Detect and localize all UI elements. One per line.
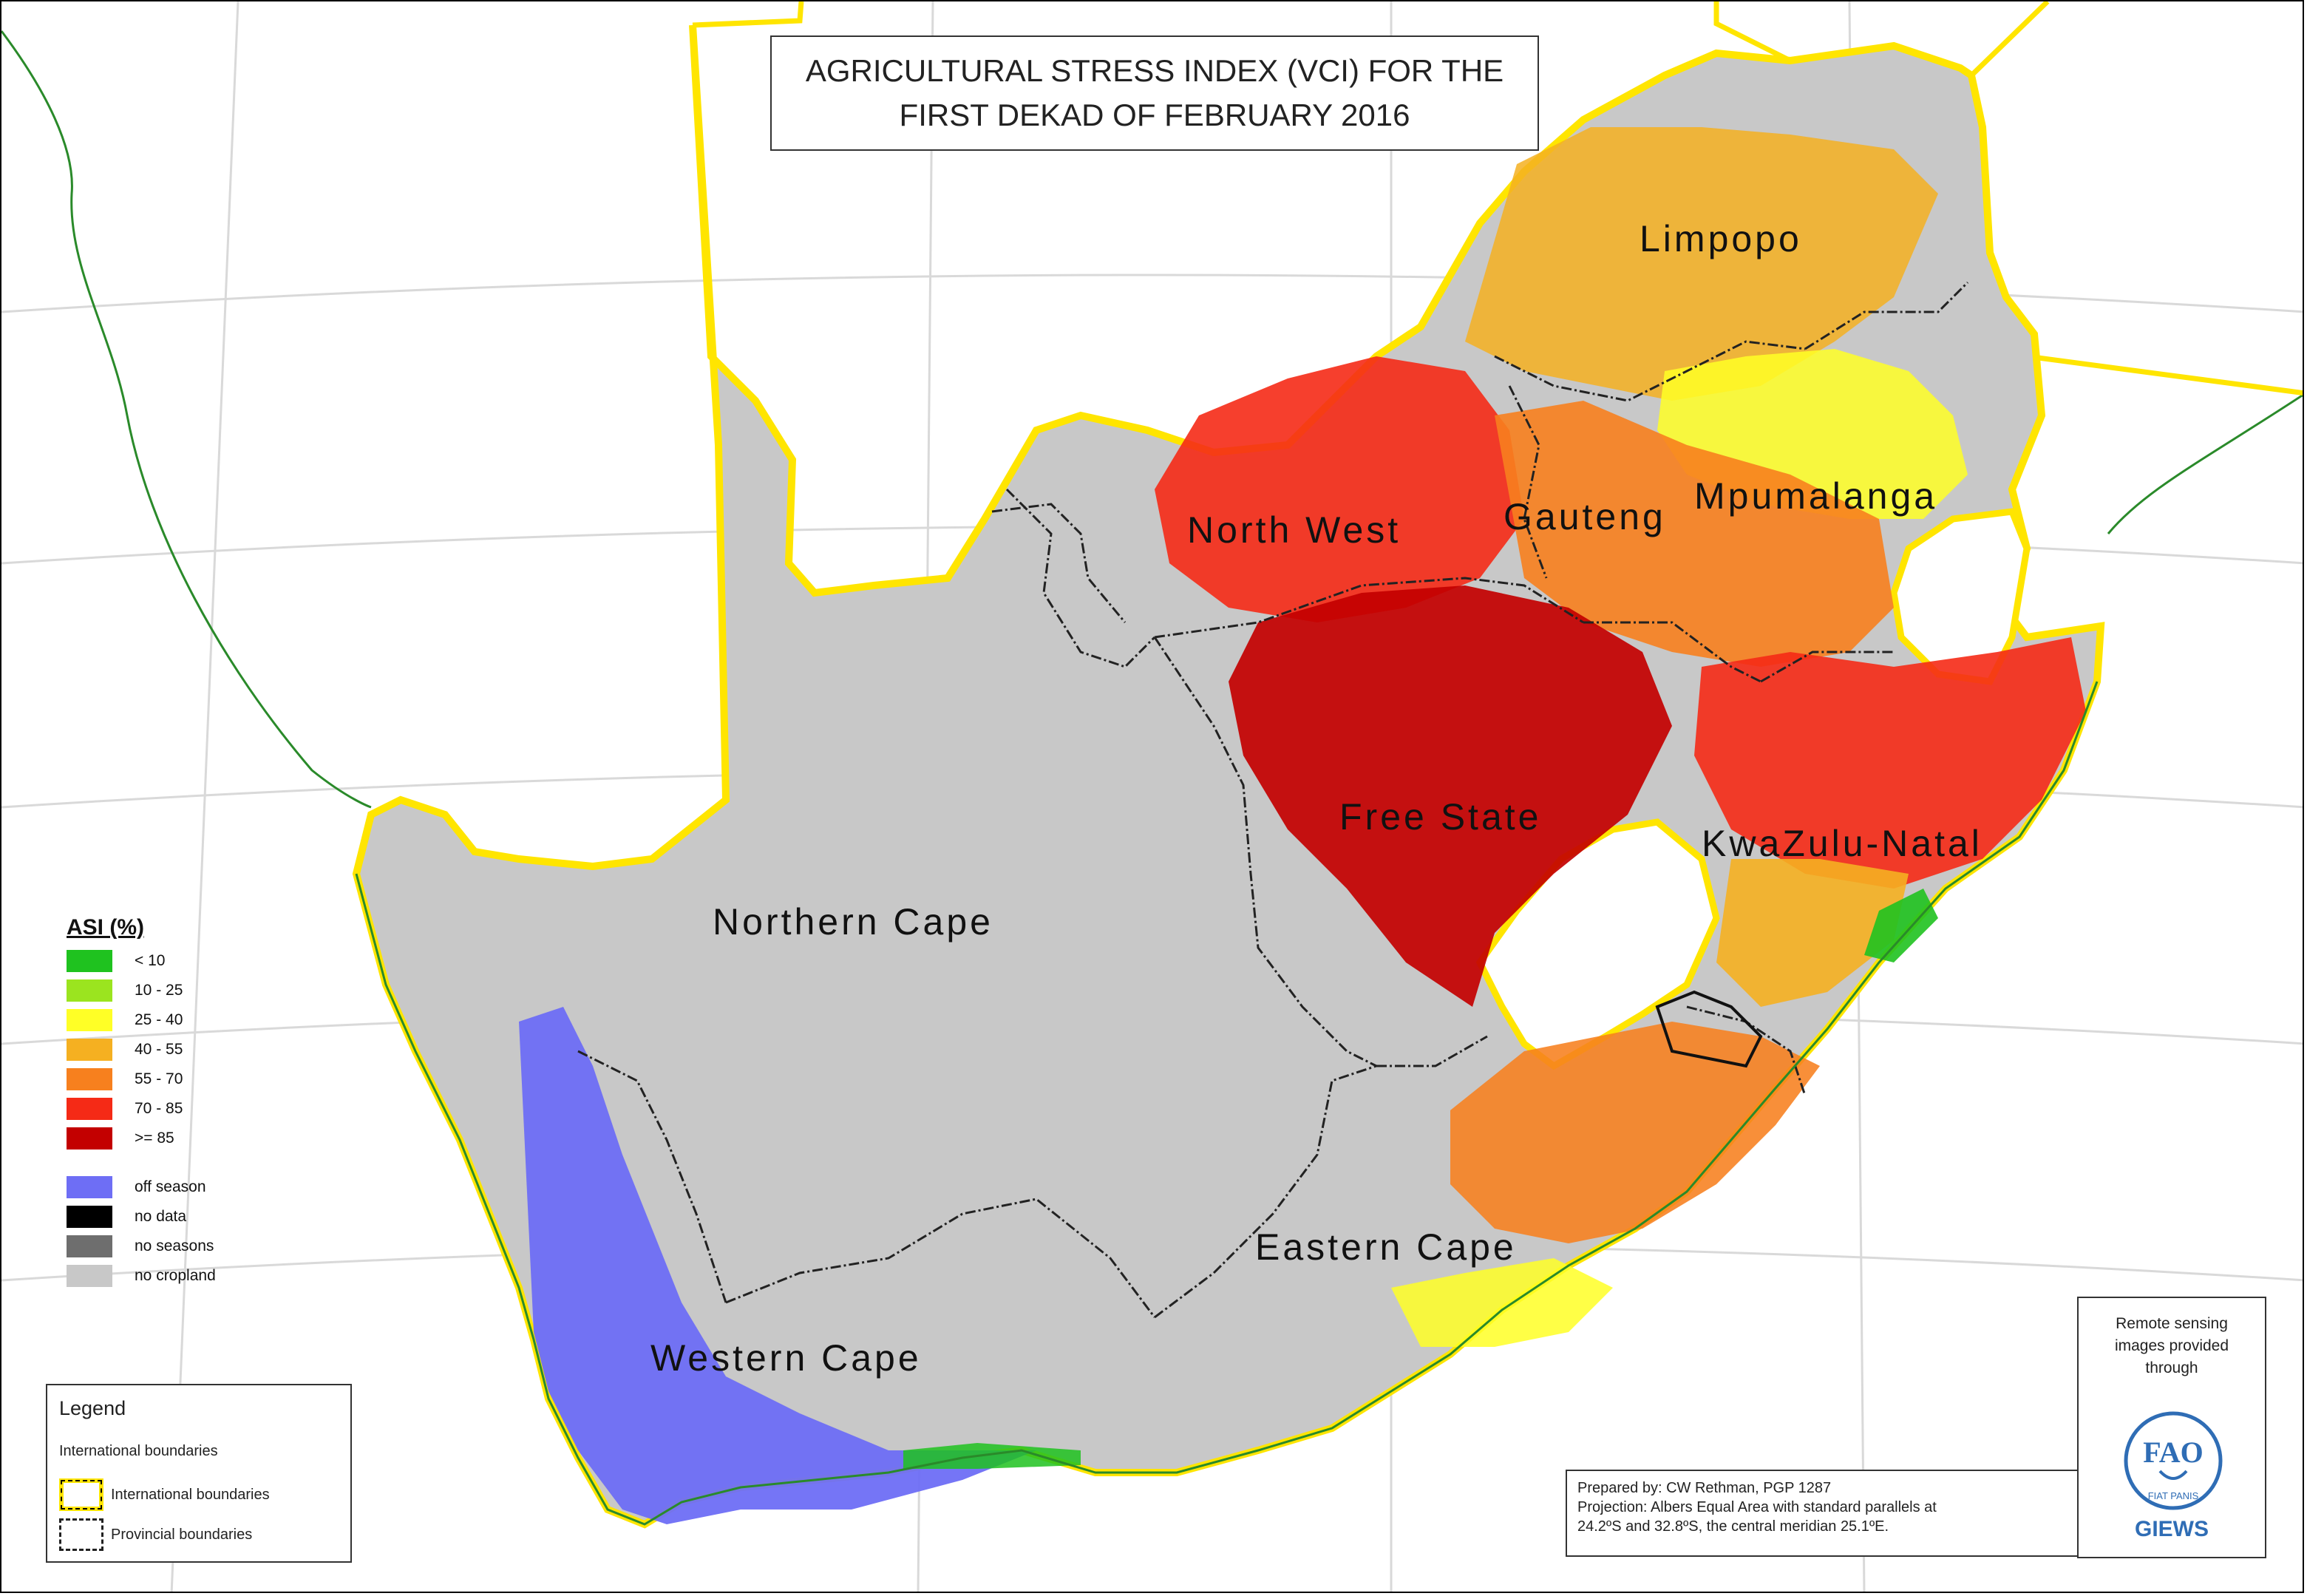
legend-row: no cropland	[67, 1261, 288, 1291]
boundary-legend-title: Legend	[59, 1397, 126, 1419]
asi-class-list: < 10 10 - 25 25 - 40 40 - 55 55 - 70 70 - 85 >…	[67, 946, 288, 1153]
fao-motto: FIAT PANIS	[2148, 1490, 2199, 1501]
asi-legend-title: ASI (%)	[67, 915, 144, 940]
legend-swatch	[67, 950, 112, 972]
legend-label: 55 - 70	[135, 1070, 183, 1087]
legend-swatch	[67, 1265, 112, 1287]
zone-kzn-red	[1694, 637, 2086, 889]
zone-limpopo-orange	[1465, 127, 1938, 401]
legend-row: off season	[67, 1172, 288, 1202]
zone-northwest-red	[1155, 356, 1524, 622]
provincial-boundaries	[577, 281, 1969, 1319]
map-title-line1: AGRICULTURAL STRESS INDEX (VCI) FOR THE	[805, 53, 1504, 88]
zone-kzn-orange	[1716, 859, 1909, 1007]
legend-swatch	[67, 1068, 112, 1090]
legend-item-provincial: Provincial boundaries	[59, 1518, 252, 1551]
province-label-kwazulu-natal: KwaZulu-Natal	[1702, 823, 1982, 864]
legend-row: 55 - 70	[67, 1064, 288, 1094]
province-label-mpumalanga: Mpumalanga	[1694, 475, 1938, 517]
province-label-eastern-cape: Eastern Cape	[1255, 1226, 1517, 1268]
legend-label: 25 - 40	[135, 1011, 183, 1028]
international-boundary-symbol	[59, 1478, 103, 1511]
zone-gauteng-orange	[1495, 401, 1894, 667]
legend-label: < 10	[135, 952, 166, 969]
fao-logo: FAO FIAT PANIS	[2124, 1411, 2223, 1510]
legend-item-provincial-label: Provincial boundaries	[111, 1526, 253, 1543]
legend-row: no data	[67, 1202, 288, 1232]
asi-zones	[519, 127, 2086, 1524]
mozambique-coastline	[2107, 393, 2303, 534]
giews-caption-line1: Remote sensing	[2116, 1315, 2228, 1332]
giews-caption-line3: through	[2145, 1359, 2198, 1376]
zone-westerncape-offseason	[519, 1007, 1036, 1524]
legend-swatch	[67, 979, 112, 1002]
provincial-boundary-symbol	[59, 1518, 103, 1551]
boundary-legend: Legend International boundaries Internat…	[46, 1384, 352, 1563]
province-label-limpopo: Limpopo	[1640, 218, 1802, 259]
asi-other-list: off season no data no seasons no cropland	[67, 1172, 288, 1291]
legend-label: 40 - 55	[135, 1041, 183, 1058]
legend-swatch	[67, 1039, 112, 1061]
legend-row: 10 - 25	[67, 976, 288, 1005]
map-title-line2: FIRST DEKAD OF FEBRUARY 2016	[899, 98, 1410, 132]
legend-label: no seasons	[135, 1237, 214, 1254]
legend-swatch	[67, 1176, 112, 1198]
legend-swatch	[67, 1235, 112, 1257]
legend-row: no seasons	[67, 1232, 288, 1261]
province-label-north-west: North West	[1187, 509, 1401, 551]
legend-item-international: International boundaries	[59, 1478, 270, 1511]
legend-row: 70 - 85	[67, 1094, 288, 1124]
legend-label: no data	[135, 1208, 187, 1225]
giews-caption: Remote sensing images provided through	[2079, 1313, 2265, 1379]
asi-legend: ASI (%) < 10 10 - 25 25 - 40 40 - 55 55 - 70…	[67, 915, 288, 1291]
zone-easterncape-orange	[1450, 1022, 1820, 1243]
legend-row: >= 85	[67, 1124, 288, 1153]
legend-row: 40 - 55	[67, 1035, 288, 1064]
legend-swatch	[67, 1098, 112, 1120]
giews-caption-line2: images provided	[2114, 1337, 2229, 1354]
legend-swatch	[67, 1206, 112, 1228]
province-label-free-state: Free State	[1339, 796, 1542, 838]
boundary-legend-subtitle: International boundaries	[59, 1443, 218, 1459]
zone-westerncape-green-strip	[903, 1443, 1081, 1469]
legend-row: < 10	[67, 946, 288, 976]
province-label-gauteng: Gauteng	[1504, 496, 1666, 537]
province-label-northern-cape: Northern Cape	[713, 901, 993, 943]
credits-line1: Prepared by: CW Rethman, PGP 1287	[1577, 1480, 1832, 1496]
sa-coastline	[355, 681, 2099, 1526]
zone-kzn-green	[1864, 889, 1938, 962]
wheat-icon	[2158, 1470, 2188, 1480]
legend-label: >= 85	[135, 1130, 174, 1147]
namibia-coastline	[1, 30, 372, 809]
credits-box: Prepared by: CW Rethman, PGP 1287 Projec…	[1566, 1470, 2087, 1557]
map-title: AGRICULTURAL STRESS INDEX (VCI) FOR THE …	[770, 35, 1539, 151]
province-label-western-cape: Western Cape	[650, 1337, 922, 1379]
legend-label: no cropland	[135, 1267, 216, 1284]
giews-logo-text: GIEWS	[2134, 1517, 2209, 1541]
legend-swatch	[67, 1127, 112, 1150]
credits-line2: Projection: Albers Equal Area with stand…	[1577, 1499, 1937, 1515]
legend-item-international-label: International boundaries	[111, 1486, 270, 1503]
credits-line3: 24.2ºS and 32.8ºS, the central meridian …	[1577, 1518, 1889, 1535]
zone-freestate-darkred	[1229, 585, 1672, 1007]
legend-swatch	[67, 1009, 112, 1031]
legend-row: 25 - 40	[67, 1005, 288, 1035]
fao-letters: FAO	[2143, 1436, 2203, 1469]
giews-box: Remote sensing images provided through F…	[2077, 1297, 2266, 1558]
zone-easterncape-yellow	[1391, 1258, 1613, 1347]
legend-label: off season	[135, 1178, 206, 1195]
legend-label: 10 - 25	[135, 982, 183, 999]
kzn-enclave-border	[1655, 990, 1763, 1068]
legend-label: 70 - 85	[135, 1100, 183, 1117]
